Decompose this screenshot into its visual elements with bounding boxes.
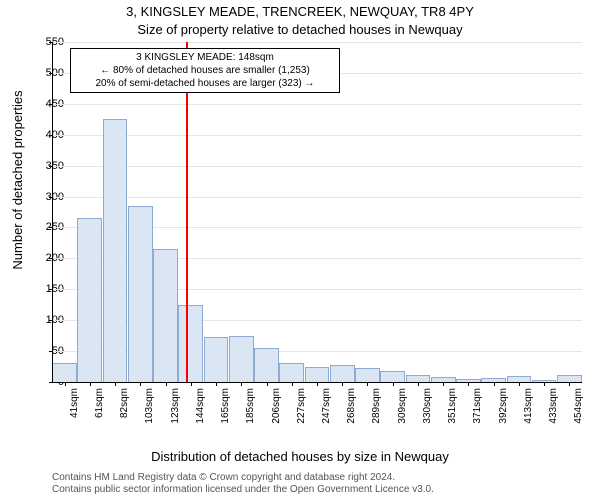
histogram-bar — [380, 371, 405, 382]
x-tick-label: 247sqm — [321, 388, 332, 438]
x-tick-label: 41sqm — [69, 388, 80, 438]
x-tick-label: 165sqm — [220, 388, 231, 438]
gridline — [52, 166, 582, 167]
histogram-bar — [557, 375, 582, 382]
annotation-line2: ← 80% of detached houses are smaller (1,… — [75, 64, 335, 77]
histogram-bar — [229, 336, 254, 382]
x-tick-label: 227sqm — [296, 388, 307, 438]
histogram-bar — [204, 337, 229, 382]
x-tick-mark — [342, 382, 343, 386]
x-tick-label: 454sqm — [573, 388, 584, 438]
x-tick-mark — [468, 382, 469, 386]
plot-area — [52, 42, 582, 382]
x-tick-label: 413sqm — [523, 388, 534, 438]
x-tick-label: 61sqm — [94, 388, 105, 438]
gridline — [52, 104, 582, 105]
y-axis-label: Number of detached properties — [10, 20, 25, 340]
histogram-bar — [254, 348, 279, 382]
x-tick-mark — [90, 382, 91, 386]
histogram-bar — [153, 249, 178, 382]
y-axis-line — [52, 42, 53, 382]
x-tick-label: 82sqm — [119, 388, 130, 438]
x-tick-mark — [317, 382, 318, 386]
x-tick-mark — [292, 382, 293, 386]
histogram-bar — [330, 365, 355, 382]
x-tick-mark — [494, 382, 495, 386]
x-tick-mark — [166, 382, 167, 386]
x-tick-mark — [65, 382, 66, 386]
x-tick-label: 351sqm — [447, 388, 458, 438]
x-tick-mark — [191, 382, 192, 386]
chart-container: 3, KINGSLEY MEADE, TRENCREEK, NEWQUAY, T… — [0, 0, 600, 500]
annotation-line1: 3 KINGSLEY MEADE: 148sqm — [75, 51, 335, 64]
attribution: Contains HM Land Registry data © Crown c… — [52, 472, 434, 496]
annotation-line3: 20% of semi-detached houses are larger (… — [75, 77, 335, 90]
x-tick-label: 392sqm — [498, 388, 509, 438]
histogram-bar — [406, 375, 431, 382]
x-tick-label: 206sqm — [271, 388, 282, 438]
x-tick-mark — [393, 382, 394, 386]
histogram-bar — [279, 363, 304, 382]
x-tick-label: 330sqm — [422, 388, 433, 438]
histogram-bar — [103, 119, 128, 382]
attribution-line2: Contains public sector information licen… — [52, 484, 434, 496]
attribution-line1: Contains HM Land Registry data © Crown c… — [52, 472, 434, 484]
histogram-bar — [52, 363, 77, 382]
histogram-bar — [355, 368, 380, 382]
x-tick-label: 289sqm — [371, 388, 382, 438]
histogram-bar — [77, 218, 102, 382]
gridline — [52, 197, 582, 198]
gridline — [52, 135, 582, 136]
gridline — [52, 42, 582, 43]
x-tick-mark — [418, 382, 419, 386]
x-tick-label: 123sqm — [170, 388, 181, 438]
reference-line — [186, 42, 188, 382]
x-axis-title: Distribution of detached houses by size … — [0, 449, 600, 464]
histogram-bar — [178, 305, 203, 382]
annotation-box: 3 KINGSLEY MEADE: 148sqm ← 80% of detach… — [70, 48, 340, 93]
x-tick-mark — [519, 382, 520, 386]
chart-title-main: 3, KINGSLEY MEADE, TRENCREEK, NEWQUAY, T… — [0, 4, 600, 19]
x-tick-label: 371sqm — [472, 388, 483, 438]
x-tick-mark — [115, 382, 116, 386]
x-tick-label: 433sqm — [548, 388, 559, 438]
x-tick-mark — [267, 382, 268, 386]
x-tick-label: 144sqm — [195, 388, 206, 438]
x-tick-label: 309sqm — [397, 388, 408, 438]
x-tick-label: 268sqm — [346, 388, 357, 438]
x-tick-mark — [569, 382, 570, 386]
x-tick-mark — [544, 382, 545, 386]
histogram-bar — [305, 367, 330, 382]
x-tick-label: 185sqm — [245, 388, 256, 438]
x-tick-label: 103sqm — [144, 388, 155, 438]
x-tick-mark — [443, 382, 444, 386]
chart-title-sub: Size of property relative to detached ho… — [0, 22, 600, 37]
histogram-bar — [128, 206, 153, 382]
x-tick-mark — [216, 382, 217, 386]
x-tick-mark — [241, 382, 242, 386]
x-tick-mark — [367, 382, 368, 386]
x-tick-mark — [140, 382, 141, 386]
